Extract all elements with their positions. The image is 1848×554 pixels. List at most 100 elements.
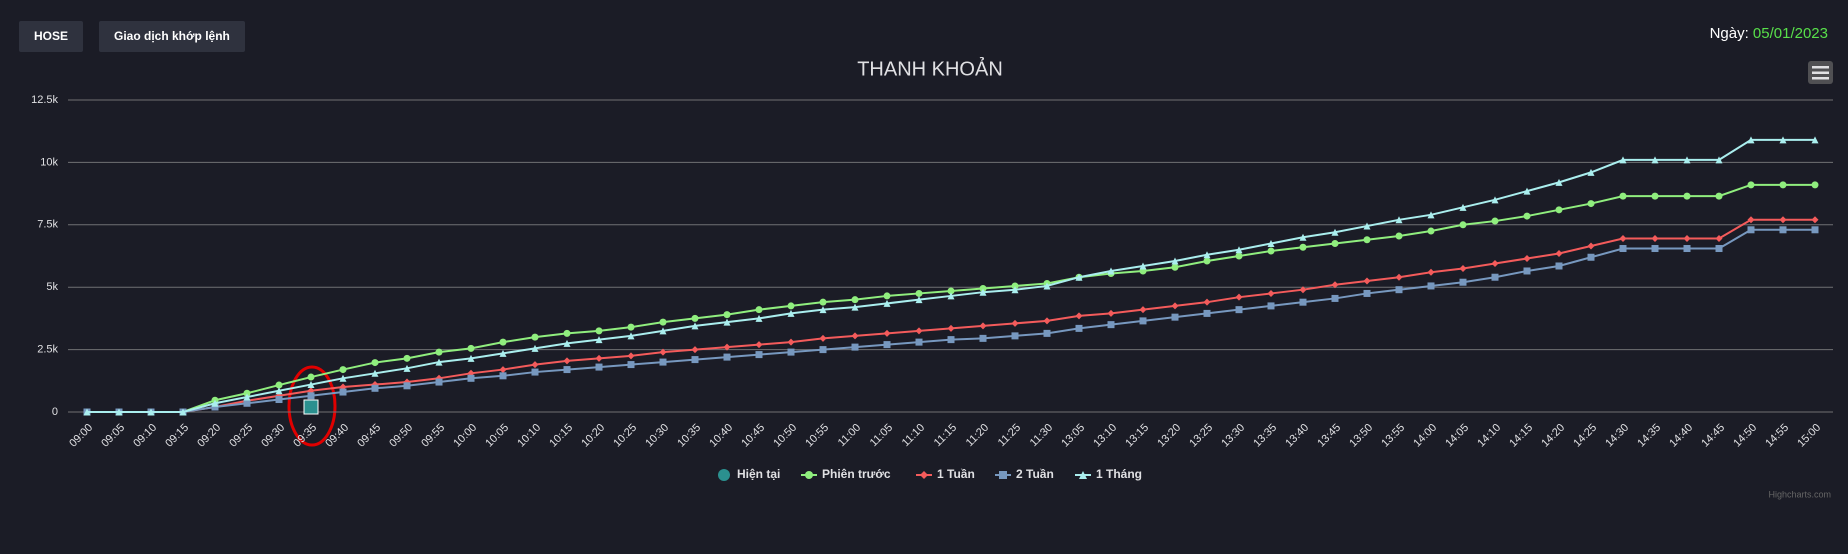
menu-button[interactable] (1808, 61, 1833, 84)
marker (659, 318, 667, 326)
marker (1683, 235, 1691, 243)
legend-item[interactable]: Hiện tại (718, 467, 780, 481)
marker (1427, 211, 1435, 219)
annotation-circle (287, 365, 337, 447)
marker (1171, 257, 1179, 265)
legend-item[interactable]: Phiên trước (801, 467, 891, 481)
marker (1235, 252, 1243, 260)
marker (1235, 293, 1243, 301)
marker (979, 322, 987, 330)
chart-title: THANH KHOẢN (857, 57, 1003, 80)
x-tick-label: 09:55 (419, 422, 447, 450)
marker (1651, 156, 1659, 164)
marker (1587, 200, 1595, 208)
marker (1459, 203, 1467, 211)
x-tick-label: 10:25 (611, 422, 639, 450)
marker (1235, 306, 1243, 314)
marker (1779, 181, 1787, 189)
marker (1715, 245, 1723, 253)
marker (303, 399, 319, 415)
x-tick-label: 09:10 (131, 422, 159, 450)
marker (1587, 242, 1595, 250)
marker (307, 392, 315, 400)
marker (1267, 289, 1275, 297)
marker (627, 352, 635, 360)
marker (787, 302, 795, 310)
marker (371, 369, 379, 377)
legend-item[interactable]: 1 Tháng (1075, 467, 1142, 481)
legend-item[interactable]: 1 Tuần (916, 467, 975, 481)
marker (563, 366, 571, 374)
marker (467, 374, 475, 382)
x-tick-label: 14:25 (1571, 422, 1599, 450)
legend-label: Phiên trước (822, 467, 891, 481)
marker (691, 314, 699, 322)
y-tick-label: 7.5k (37, 219, 58, 231)
series (83, 181, 1819, 416)
marker (979, 284, 987, 292)
marker (1427, 282, 1435, 290)
x-tick-label: 10:05 (483, 422, 511, 450)
series-line (87, 138, 1815, 413)
marker (1491, 196, 1499, 204)
marker (1651, 245, 1659, 253)
marker (723, 353, 731, 361)
marker (1811, 181, 1819, 189)
marker (883, 341, 891, 349)
marker (659, 358, 667, 366)
marker (1171, 263, 1179, 271)
x-tick-label: 11:25 (996, 422, 1023, 449)
marker (1171, 313, 1179, 321)
marker (1395, 232, 1403, 240)
marker (1811, 216, 1819, 224)
marker (1331, 228, 1339, 236)
marker (1139, 306, 1147, 314)
button[interactable]: HOSE (19, 21, 84, 52)
marker (1203, 298, 1211, 306)
marker (979, 334, 987, 342)
legend-item[interactable]: 2 Tuần (995, 467, 1054, 481)
legend-label: 1 Tháng (1096, 467, 1142, 481)
marker (883, 292, 891, 300)
marker (1011, 286, 1019, 294)
marker (1459, 221, 1467, 229)
button[interactable]: Giao dịch khớp lệnh (99, 21, 245, 52)
marker (243, 393, 251, 401)
x-tick-label: 13:25 (1187, 422, 1215, 450)
marker (499, 372, 507, 380)
x-tick-label: 14:30 (1603, 422, 1631, 450)
x-tick-label: 14:10 (1475, 422, 1503, 450)
marker (819, 346, 827, 354)
x-tick-label: 09:00 (67, 422, 95, 450)
marker (979, 288, 987, 296)
y-tick-label: 12.5k (31, 94, 58, 106)
x-tick-label: 10:40 (707, 422, 735, 450)
credits[interactable]: Highcharts.com (1768, 489, 1831, 499)
marker (307, 373, 315, 381)
marker (531, 344, 539, 352)
marker (1747, 216, 1755, 224)
marker (147, 408, 155, 416)
marker (1427, 268, 1435, 276)
x-tick-label: 14:55 (1763, 422, 1791, 450)
marker (915, 338, 923, 346)
marker (1107, 309, 1115, 317)
x-tick-label: 14:45 (1699, 422, 1727, 450)
x-tick-label: 13:30 (1219, 422, 1247, 450)
marker (755, 341, 763, 349)
x-tick-label: 13:55 (1379, 422, 1407, 450)
x-tick-label: 11:10 (900, 422, 927, 449)
marker (1683, 192, 1691, 200)
marker (115, 408, 123, 416)
marker (467, 354, 475, 362)
marker (1683, 245, 1691, 253)
x-tick-label: 14:40 (1667, 422, 1695, 450)
y-tick-label: 0 (52, 406, 58, 418)
marker (1299, 243, 1307, 251)
x-tick-label: 14:05 (1443, 422, 1471, 450)
x-tick-label: 13:40 (1283, 422, 1311, 450)
x-tick-label: 13:10 (1091, 422, 1119, 450)
marker (403, 354, 411, 362)
marker (499, 349, 507, 357)
marker (1043, 317, 1051, 325)
